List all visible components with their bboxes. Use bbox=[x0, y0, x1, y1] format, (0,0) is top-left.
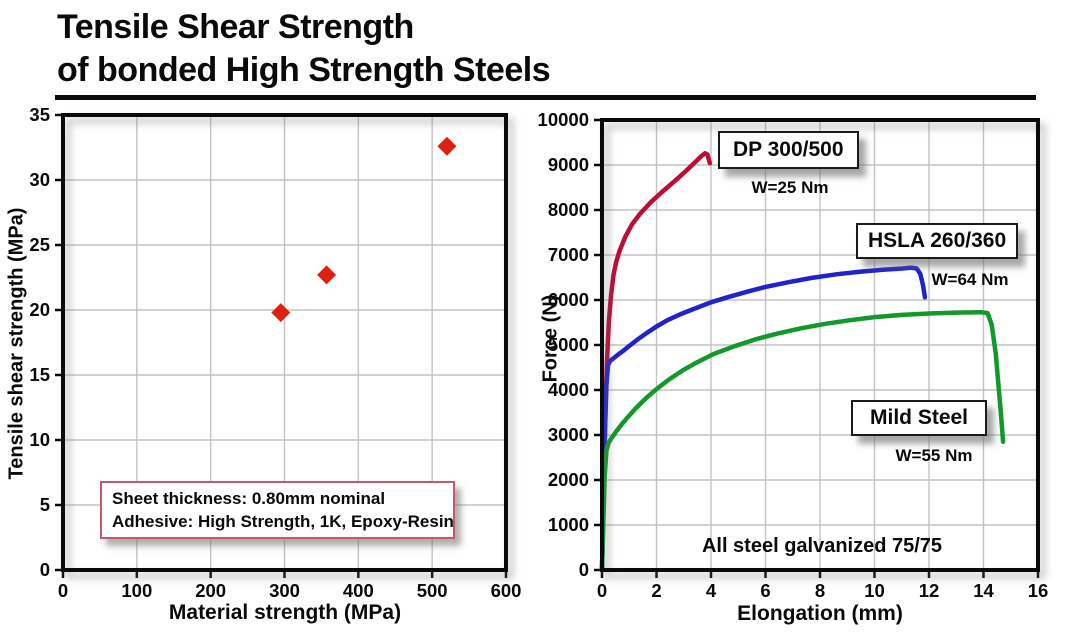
y-tick-label: 20 bbox=[29, 299, 50, 320]
force-elongation-chart: 0 2 4 6 8 10 12 14 16 0 1000 2000 3000 4000 5000 6000 70… bbox=[538, 109, 1049, 601]
dp-series-label: DP 300/500 bbox=[718, 131, 859, 169]
y-tick-label: 30 bbox=[29, 169, 50, 190]
title-line-2: of bonded High Strength Steels bbox=[57, 51, 551, 89]
x-tick-label: 0 bbox=[58, 580, 68, 601]
annotation-line-1: Sheet thickness: 0.80mm nominal bbox=[112, 489, 386, 508]
gridlines bbox=[63, 115, 506, 570]
x-tick-label: 16 bbox=[1028, 580, 1049, 601]
y-tick-label: 8000 bbox=[548, 199, 589, 220]
galvanized-annotation: All steel galvanized 75/75 bbox=[701, 535, 943, 557]
plot-frame bbox=[61, 113, 508, 572]
x-tick-label: 400 bbox=[343, 580, 374, 601]
y-tick-label: 5000 bbox=[548, 334, 589, 355]
y-tick-label: 15 bbox=[29, 364, 50, 385]
mild-steel-series-label: Mild Steel bbox=[851, 400, 988, 436]
x-tick-label: 100 bbox=[121, 580, 152, 601]
y-tick-label: 4000 bbox=[548, 379, 589, 400]
scatter-x-axis-label: Material strength (MPa) bbox=[168, 601, 402, 624]
title-line-1: Tensile Shear Strength bbox=[57, 8, 414, 46]
x-tick-label: 6 bbox=[760, 580, 770, 601]
y-tick-label: 35 bbox=[29, 104, 50, 125]
tensile-scatter-chart: 0 100 200 300 400 500 600 0 5 10 15 20 25 30 35 bbox=[29, 104, 521, 601]
tick-labels: 0 100 200 300 400 500 600 0 5 10 15 20 25 30 35 bbox=[29, 104, 521, 601]
plot-frame bbox=[600, 118, 1040, 572]
x-tick-label: 200 bbox=[195, 580, 226, 601]
x-tick-label: 10 bbox=[864, 580, 885, 601]
x-tick-label: 12 bbox=[919, 580, 940, 601]
title-underline bbox=[55, 95, 1036, 100]
y-tick-label: 0 bbox=[40, 559, 50, 580]
adhesive-annotation-box: Sheet thickness: 0.80mm nominal Adhesive… bbox=[100, 481, 455, 539]
y-tick-label: 5 bbox=[40, 494, 50, 515]
curve-dp-300-500 bbox=[599, 151, 713, 573]
x-tick-label: 500 bbox=[417, 580, 448, 601]
x-tick-label: 300 bbox=[269, 580, 300, 601]
hsla-energy-note: W=64 Nm bbox=[931, 270, 1009, 289]
x-tick-label: 600 bbox=[491, 580, 522, 601]
annotation-line-2: Adhesive: High Strength, 1K, Epoxy-Resin bbox=[112, 512, 454, 531]
y-tick-label: 10000 bbox=[538, 109, 589, 130]
scatter-point-2 bbox=[437, 136, 457, 156]
page-title: Tensile Shear Strength of bonded High St… bbox=[57, 6, 551, 92]
y-tick-label: 3000 bbox=[548, 424, 589, 445]
y-tick-label: 25 bbox=[29, 234, 50, 255]
x-tick-label: 2 bbox=[651, 580, 661, 601]
x-tick-label: 14 bbox=[973, 580, 994, 601]
dp-energy-note: W=25 Nm bbox=[751, 178, 829, 197]
x-tick-label: 4 bbox=[706, 580, 717, 601]
y-tick-label: 0 bbox=[579, 559, 589, 580]
scatter-y-axis-label: Tensile shear strength (MPa) bbox=[5, 207, 28, 480]
y-tick-label: 1000 bbox=[548, 514, 589, 535]
force-x-axis-label: Elongation (mm) bbox=[737, 602, 903, 625]
x-tick-label: 0 bbox=[597, 580, 607, 601]
hsla-series-label: HSLA 260/360 bbox=[856, 223, 1019, 259]
y-tick-label: 10 bbox=[29, 429, 50, 450]
force-y-axis-label: Force (N) bbox=[539, 294, 562, 383]
tick-labels: 0 2 4 6 8 10 12 14 16 0 1000 2000 3000 4000 5000 6000 70… bbox=[538, 109, 1049, 601]
y-tick-label: 6000 bbox=[548, 289, 589, 310]
curve-mild-steel bbox=[599, 309, 1006, 573]
x-tick-label: 8 bbox=[815, 580, 825, 601]
scatter-point-0 bbox=[271, 303, 291, 323]
scatter-point-1 bbox=[317, 265, 337, 285]
mild-steel-energy-note: W=55 Nm bbox=[895, 446, 973, 465]
y-tick-label: 9000 bbox=[548, 154, 589, 175]
y-tick-label: 7000 bbox=[548, 244, 589, 265]
y-tick-label: 2000 bbox=[548, 469, 589, 490]
curve-hsla-260-360 bbox=[599, 265, 928, 573]
